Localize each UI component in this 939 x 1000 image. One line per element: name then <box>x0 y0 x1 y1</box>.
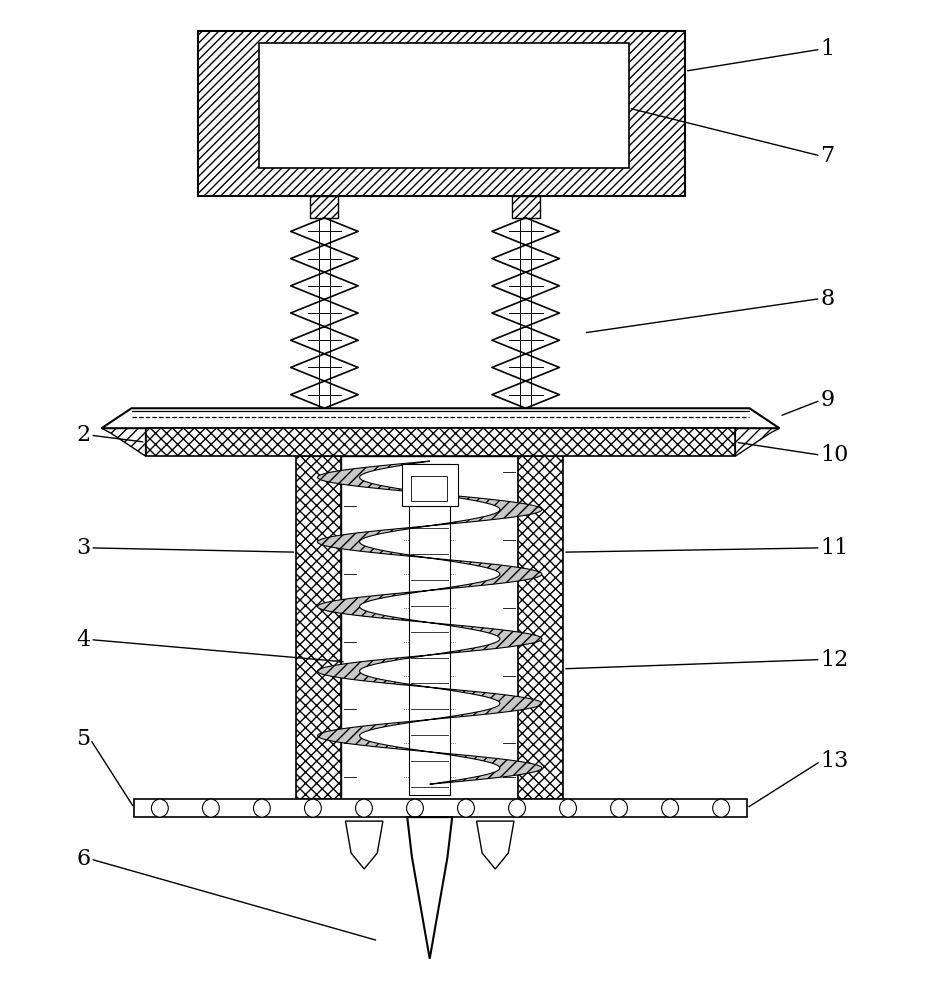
Circle shape <box>610 799 627 817</box>
Text: 12: 12 <box>821 649 849 671</box>
Bar <box>259 43 628 168</box>
Polygon shape <box>735 428 779 456</box>
Bar <box>512 196 540 218</box>
Polygon shape <box>101 428 146 456</box>
Circle shape <box>203 799 220 817</box>
Text: 8: 8 <box>821 288 835 310</box>
Polygon shape <box>317 720 430 752</box>
Bar <box>402 464 458 506</box>
Polygon shape <box>317 590 430 623</box>
Bar <box>297 456 341 799</box>
Circle shape <box>457 799 474 817</box>
Bar <box>409 464 451 795</box>
Polygon shape <box>317 526 430 558</box>
Bar <box>198 31 685 196</box>
Bar <box>318 218 330 408</box>
Text: 7: 7 <box>821 145 835 167</box>
Text: 1: 1 <box>821 38 835 60</box>
Text: 10: 10 <box>821 444 849 466</box>
Bar <box>311 196 338 218</box>
Polygon shape <box>430 493 542 526</box>
Polygon shape <box>430 623 542 655</box>
Polygon shape <box>430 687 542 720</box>
Polygon shape <box>346 821 383 869</box>
Bar <box>341 456 518 799</box>
Circle shape <box>356 799 373 817</box>
Circle shape <box>662 799 679 817</box>
Text: 5: 5 <box>76 728 90 750</box>
Circle shape <box>304 799 321 817</box>
Bar <box>520 218 531 408</box>
Text: 3: 3 <box>76 537 90 559</box>
Text: 2: 2 <box>76 424 90 446</box>
Polygon shape <box>317 461 430 493</box>
Polygon shape <box>317 655 430 687</box>
Circle shape <box>509 799 526 817</box>
Circle shape <box>560 799 577 817</box>
Circle shape <box>407 799 423 817</box>
Bar <box>146 428 735 456</box>
Circle shape <box>151 799 168 817</box>
Polygon shape <box>476 821 514 869</box>
Polygon shape <box>408 817 453 959</box>
Bar <box>518 456 563 799</box>
Circle shape <box>254 799 270 817</box>
Bar <box>134 799 747 817</box>
Text: 6: 6 <box>76 848 90 870</box>
Circle shape <box>713 799 730 817</box>
Text: 4: 4 <box>76 629 90 651</box>
Text: 9: 9 <box>821 389 835 411</box>
Polygon shape <box>430 752 542 784</box>
Polygon shape <box>430 558 542 590</box>
Text: 11: 11 <box>821 537 849 559</box>
Text: 13: 13 <box>821 750 849 772</box>
Polygon shape <box>101 408 779 428</box>
Bar <box>411 476 447 501</box>
